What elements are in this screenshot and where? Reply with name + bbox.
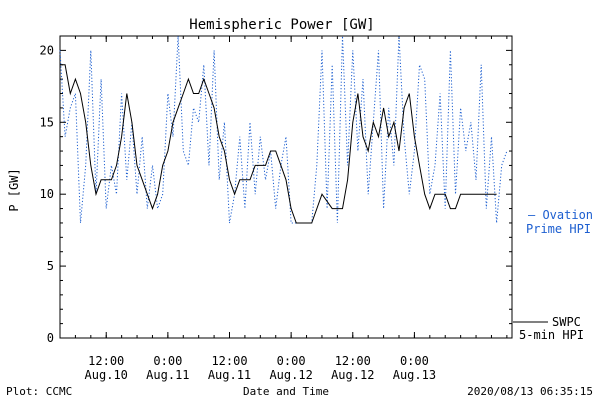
legend-swpc-line2: 5-min HPI	[519, 328, 584, 342]
y-axis-label: P [GW]	[7, 168, 21, 211]
plot-axes	[59, 35, 513, 339]
x-tick-label-date: Aug.11	[208, 368, 251, 382]
x-tick-label-time: 12:00	[88, 354, 124, 368]
legend-ovation-prime: — Ovation Prime HPI	[526, 208, 593, 236]
chart-title: Hemispheric Power [GW]	[189, 17, 374, 33]
y-axis-ticks: 0 5 10 15 20	[40, 43, 512, 345]
x-tick-label-time: 0:00	[153, 354, 182, 368]
legend-ovation-line2: Prime HPI	[526, 222, 591, 236]
plot-frame	[59, 35, 513, 339]
x-axis-ticks: 12:00Aug.100:00Aug.1112:00Aug.110:00Aug.…	[59, 36, 508, 382]
y-tick-label: 15	[40, 115, 54, 129]
plot-credit: Plot: CCMC	[6, 385, 72, 398]
series-layer	[59, 35, 508, 224]
x-tick-label-date: Aug.12	[331, 368, 374, 382]
x-tick-label-date: Aug.12	[269, 368, 312, 382]
series-ovation-line	[59, 35, 508, 224]
legend-ovation-line1: — Ovation	[528, 208, 593, 222]
y-tick-label: 10	[40, 187, 54, 201]
x-tick-label-time: 0:00	[400, 354, 429, 368]
x-tick-label-date: Aug.10	[85, 368, 128, 382]
x-tick-label-date: Aug.13	[393, 368, 436, 382]
legend-swpc-5min: SWPC 5-min HPI	[513, 315, 584, 342]
x-tick-label-time: 12:00	[211, 354, 247, 368]
x-axis-label: Date and Time	[243, 385, 329, 398]
legend-swpc-line1: SWPC	[552, 315, 581, 329]
x-tick-label-time: 0:00	[277, 354, 306, 368]
y-tick-label: 20	[40, 43, 54, 57]
x-tick-label-date: Aug.11	[146, 368, 189, 382]
timestamp: 2020/08/13 06:35:15	[467, 385, 593, 398]
y-tick-label: 0	[47, 331, 54, 345]
y-tick-label: 5	[47, 259, 54, 273]
x-tick-label-time: 12:00	[335, 354, 371, 368]
series-swpc-line	[60, 64, 497, 224]
